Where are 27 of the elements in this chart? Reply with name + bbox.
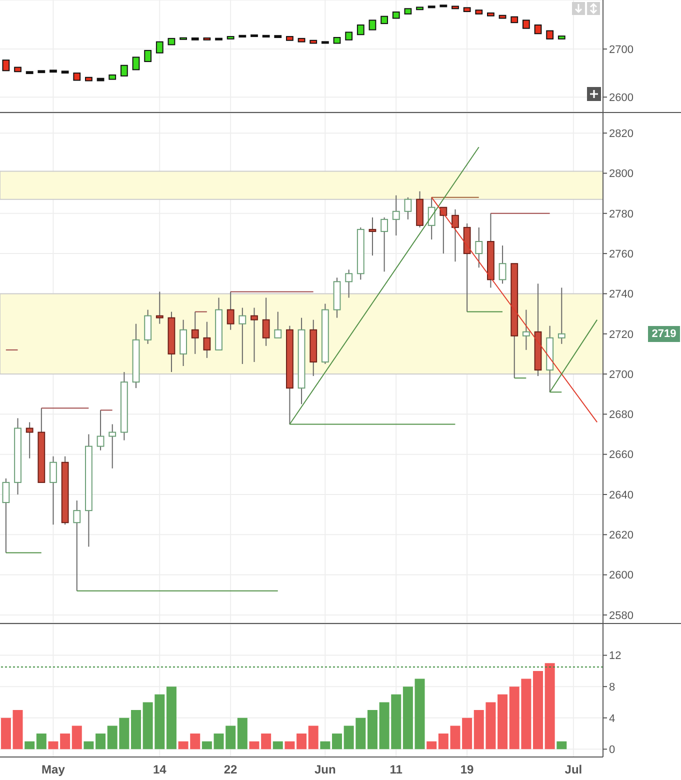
y-tick-label: 4 — [609, 712, 616, 725]
y-tick-label: 2600 — [609, 92, 634, 104]
y-tick-label: 2760 — [609, 248, 634, 260]
y-tick-label: 2700 — [609, 44, 634, 56]
y-tick-label: 8 — [609, 681, 616, 694]
y-tick-label: 2640 — [609, 489, 634, 502]
y-tick-label: 2600 — [609, 570, 634, 582]
text: 2719 — [648, 326, 680, 342]
y-tick-label: 2820 — [609, 128, 634, 140]
x-tick-label: 22 — [224, 762, 238, 777]
x-tick-label: 14 — [152, 762, 167, 777]
y-tick-label: 2700 — [609, 368, 634, 381]
x-tick-label: 11 — [390, 762, 403, 777]
y-tick-label: 2620 — [609, 530, 634, 542]
y-tick-label: 2800 — [609, 168, 634, 180]
y-tick-label: 2680 — [609, 409, 634, 422]
x-tick-label: Jun — [314, 762, 336, 777]
y-tick-label: 2780 — [609, 208, 634, 220]
x-tick-label: 19 — [460, 762, 474, 777]
y-tick-label: 2580 — [609, 610, 634, 622]
y-tick-label: 0 — [609, 744, 616, 756]
x-tick-label: Jul — [564, 762, 582, 777]
y-tick-label: 2720 — [609, 328, 634, 341]
x-tick-label: May — [42, 762, 66, 777]
y-tick-label: 2660 — [609, 449, 634, 462]
y-tick-label: 12 — [609, 650, 622, 662]
y-tick-label: 2740 — [609, 288, 634, 301]
